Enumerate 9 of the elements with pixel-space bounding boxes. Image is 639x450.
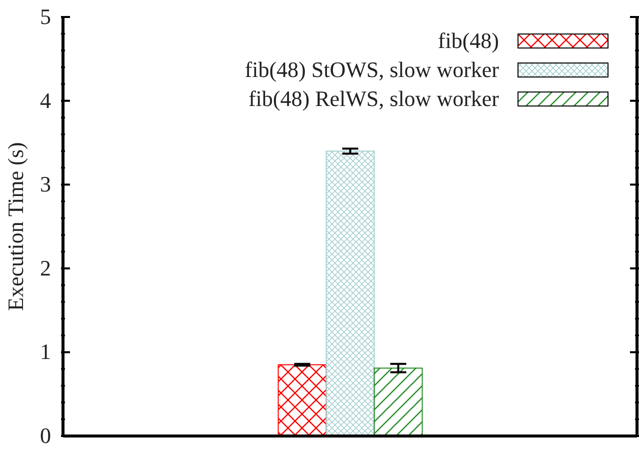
y-tick-label: 3: [40, 172, 51, 197]
y-tick-label: 0: [40, 423, 51, 448]
legend-label: fib(48) RelWS, slow worker: [248, 86, 499, 112]
legend-label: fib(48) StOWS, slow worker: [244, 56, 499, 82]
y-tick-label: 1: [40, 339, 51, 364]
legend-label: fib(48): [438, 28, 499, 54]
y-tick-label: 4: [40, 88, 51, 113]
y-tick-label: 5: [40, 4, 51, 29]
y-tick-label: 2: [40, 255, 51, 280]
